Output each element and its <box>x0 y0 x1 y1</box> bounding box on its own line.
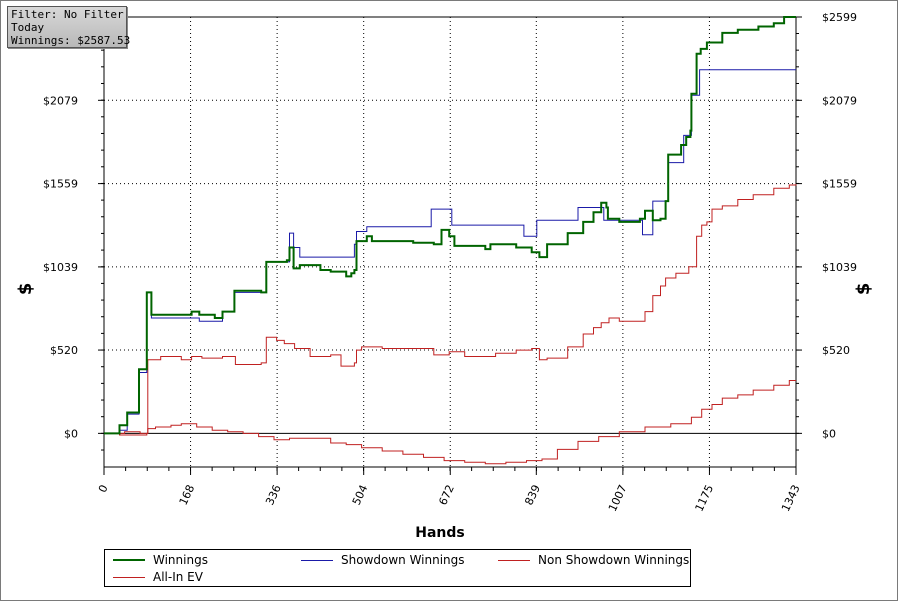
y-tick-label-left: $2079 <box>43 94 78 107</box>
legend-item-showdown: Showdown Winnings <box>301 552 465 568</box>
x-tick-label: 1175 <box>693 483 717 514</box>
series-line-all-in-ev <box>104 380 796 465</box>
series-line-non-showdown-winnings <box>104 184 797 436</box>
y-tick-label-left: $520 <box>50 344 78 357</box>
series-line-winnings <box>104 16 796 435</box>
winnings-label: Winnings: $2587.53 <box>11 34 131 47</box>
legend-swatch-non-showdown <box>498 559 530 561</box>
legend-label-allin-ev: All-In EV <box>153 570 203 584</box>
legend-swatch-showdown <box>301 559 333 561</box>
legend: Winnings Showdown Winnings Non Showdown … <box>104 549 691 587</box>
legend-item-winnings: Winnings <box>113 552 208 568</box>
y-axis-title-right: $ <box>853 283 874 296</box>
x-tick-label: 672 <box>436 483 457 508</box>
x-tick-label: 839 <box>522 483 543 508</box>
y-tick-label-left: $0 <box>64 427 78 440</box>
legend-label-non-showdown: Non Showdown Winnings <box>538 553 690 567</box>
legend-label-winnings: Winnings <box>153 553 208 567</box>
x-tick-label: 504 <box>350 483 371 508</box>
plot-area: 0 168 336 504 672 839 1007 1175 1343 $0 $0 $520 $520… <box>43 11 857 514</box>
filter-info-box: Filter: No Filter Today Winnings: $2587.… <box>7 6 131 48</box>
legend-swatch-allin-ev <box>113 576 145 578</box>
x-tick-label: 168 <box>177 483 198 508</box>
x-tick-label: 1007 <box>606 483 630 514</box>
y-tick-label-left: $1039 <box>43 261 78 274</box>
x-tick-label: 1343 <box>779 483 803 514</box>
y-tick-label-right: $2599 <box>822 11 857 24</box>
y-tick-label-right: $2079 <box>822 94 857 107</box>
x-tick-label: 0 <box>96 483 111 495</box>
y-tick-label-right: $0 <box>822 427 836 440</box>
x-axis-title: Hands <box>415 525 465 541</box>
legend-item-non-showdown: Non Showdown Winnings <box>498 552 689 568</box>
legend-swatch-winnings <box>113 559 145 561</box>
filter-label: Filter: No Filter <box>11 8 124 21</box>
y-tick-label-right: $1039 <box>822 261 857 274</box>
y-axis-title-left: $ <box>15 283 36 296</box>
legend-label-showdown: Showdown Winnings <box>341 553 465 567</box>
period-label: Today <box>11 21 45 34</box>
y-tick-label-left: $1559 <box>43 178 78 191</box>
legend-item-allin-ev: All-In EV <box>113 569 203 585</box>
y-tick-label-right: $1559 <box>822 178 857 191</box>
y-tick-label-right: $520 <box>822 344 850 357</box>
x-tick-label: 336 <box>263 483 284 508</box>
